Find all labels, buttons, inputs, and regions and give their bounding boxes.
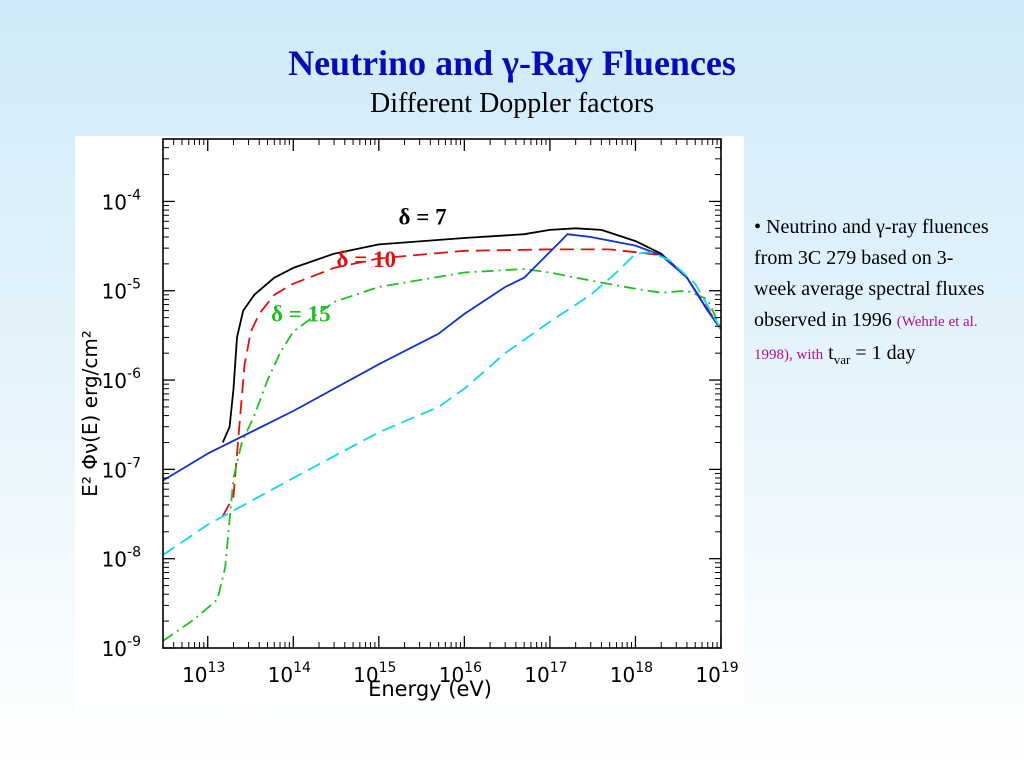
series-line-delta7 xyxy=(221,227,721,443)
side-note: • Neutrino and γ-ray fluences from 3C 27… xyxy=(754,212,994,375)
bullet-marker: • xyxy=(754,216,762,238)
annotation-delta-2: δ = 15 xyxy=(271,302,331,327)
tick-layer xyxy=(163,139,722,649)
tvar-label: tvar xyxy=(828,342,851,367)
x-tick-label: 1018 xyxy=(610,660,653,687)
fluence-chart: 1013 1014 1015 1016 1017 1018 1019 10-9 10-8 10-7… xyxy=(75,136,744,711)
y-tick-label: 10-8 xyxy=(102,545,141,572)
series-line-blue xyxy=(163,233,721,482)
annotation-delta-0: δ = 7 xyxy=(399,205,447,230)
series-line-delta15 xyxy=(163,268,721,642)
y-tick-label: 10-6 xyxy=(102,366,142,393)
annotation-delta-1: δ = 10 xyxy=(336,247,396,272)
x-tick-label: 1016 xyxy=(439,660,482,687)
x-tick-label: 1014 xyxy=(268,660,311,687)
x-tick-label: 1019 xyxy=(695,660,738,687)
bullet-reference: (Wehrle et al. 1998), with xyxy=(754,314,978,363)
tvar-base: t xyxy=(828,342,834,364)
y-tick-label: 10-9 xyxy=(102,634,141,661)
bullet-text: Neutrino and γ-ray fluences from 3C 279 … xyxy=(754,216,989,331)
y-tick-label: 10-5 xyxy=(102,277,141,304)
tvar-value: = 1 day xyxy=(855,342,916,364)
series-line-cyan xyxy=(163,251,721,556)
y-axis-label: E² Φν(E) erg/cm² xyxy=(78,330,102,497)
x-tick-label: 1015 xyxy=(353,660,396,687)
y-tick-label: 10-4 xyxy=(102,187,142,214)
series-layer xyxy=(163,227,721,642)
x-tick-label: 1017 xyxy=(524,660,567,687)
y-tick-label: 10-7 xyxy=(102,455,141,482)
x-tick-label: 1013 xyxy=(182,660,225,687)
slide-subtitle: Different Doppler factors xyxy=(369,88,655,119)
slide-title: Neutrino and γ-Ray Fluences xyxy=(288,43,736,83)
label-layer: 1013 1014 1015 1016 1017 1018 1019 10-9 10-8 10-7… xyxy=(78,187,739,701)
chart-svg: 1013 1014 1015 1016 1017 1018 1019 10-9 10-8 10-7… xyxy=(78,138,739,701)
tvar-sub: var xyxy=(833,352,851,367)
x-axis-label: Energy (eV) xyxy=(368,677,492,701)
